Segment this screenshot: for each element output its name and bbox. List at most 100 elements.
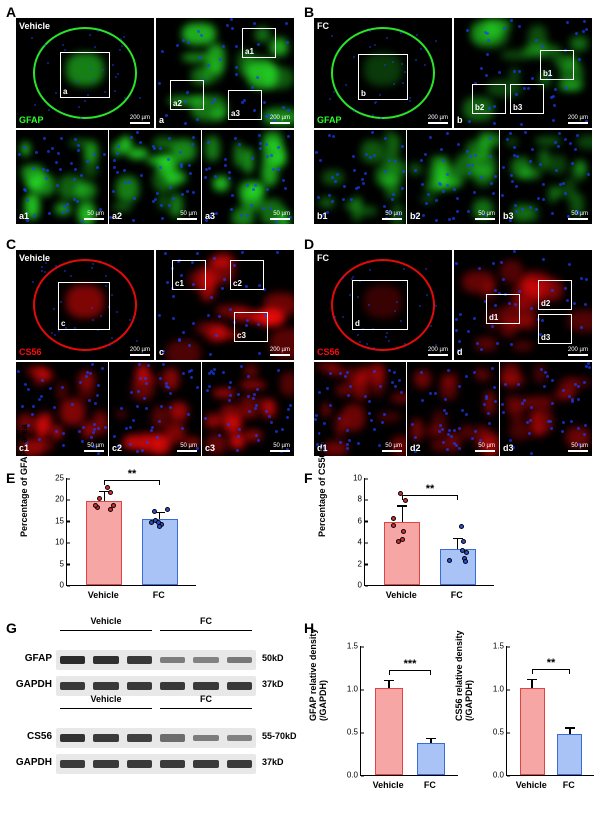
- micrograph: VehicleCS56200 µmc: [16, 250, 154, 360]
- wb-group-line: [60, 708, 152, 712]
- roi-box: b3: [510, 84, 544, 114]
- roi-box: a1: [242, 28, 276, 58]
- ytick: 0.0: [347, 771, 361, 780]
- condition-label: FC: [317, 21, 329, 31]
- bar-fc: [142, 519, 178, 585]
- ytick: 10: [353, 474, 365, 483]
- subpanel-label: d3: [503, 443, 514, 453]
- condition-label: Vehicle: [19, 253, 50, 263]
- roi-box: d2: [538, 280, 572, 310]
- micrograph: VehicleGFAP200 µma: [16, 18, 154, 128]
- panel-label-H: H: [304, 620, 314, 636]
- roi-label: c3: [237, 331, 246, 340]
- roi-box: b: [358, 54, 408, 100]
- ytick: 0: [60, 581, 67, 590]
- stain-label: GFAP: [317, 115, 342, 125]
- roi-label: a3: [231, 109, 240, 118]
- roi-label: b3: [513, 103, 522, 112]
- subpanel-label: a3: [205, 211, 215, 221]
- panel-label-A: A: [6, 4, 16, 20]
- scale-bar: 200 µm: [428, 347, 448, 356]
- roi-label: d1: [489, 313, 498, 322]
- wb-group-label: Vehicle: [56, 616, 156, 626]
- ytick: 0.5: [347, 728, 361, 737]
- wb-band: [127, 682, 152, 690]
- scale-bar: 50 µm: [84, 211, 104, 220]
- wb-band: [227, 735, 252, 742]
- ytick: 8: [358, 495, 365, 504]
- wb-band: [227, 657, 252, 664]
- ytick: 1.0: [347, 685, 361, 694]
- sig-stars: **: [541, 657, 561, 669]
- roi-box: d3: [538, 314, 572, 344]
- wb-band: [193, 760, 218, 768]
- stain-label: CS56: [19, 347, 42, 357]
- wb-band: [60, 656, 85, 665]
- micrograph: d150 µm: [314, 362, 406, 456]
- xlabel: Vehicle: [378, 590, 424, 600]
- ytick: 6: [358, 516, 365, 525]
- sig-stars: **: [420, 483, 440, 495]
- xlabel: FC: [136, 590, 182, 600]
- scale-bar: 50 µm: [382, 443, 402, 452]
- wb-band: [93, 682, 118, 690]
- subpanel-label: c: [159, 347, 164, 357]
- wb-protein-label: GAPDH: [8, 757, 52, 768]
- roi-label: b1: [543, 69, 552, 78]
- wb-band: [127, 656, 152, 664]
- panel-label-C: C: [6, 236, 16, 252]
- micrograph: d250 µm: [407, 362, 499, 456]
- ytick: 5: [60, 559, 67, 568]
- sig-stars: ***: [400, 658, 420, 670]
- micrograph: a150 µm: [16, 130, 108, 224]
- subpanel-label: b2: [410, 211, 421, 221]
- micrograph: FC GFAP 200 µm b: [314, 18, 452, 128]
- roi-label: d: [355, 319, 360, 328]
- ytick: 10: [55, 538, 67, 547]
- bar-fc: [557, 734, 582, 775]
- wb-band: [227, 760, 252, 768]
- panel-label-E: E: [6, 470, 15, 486]
- xlabel: FC: [434, 590, 480, 600]
- wb-group-line: [60, 630, 152, 634]
- ytick: 15: [55, 516, 67, 525]
- roi-box: d1: [486, 294, 520, 324]
- subpanel-label: c2: [112, 443, 122, 453]
- micrograph: FC CS56 200 µm d: [314, 250, 452, 360]
- roi-box: c2: [230, 260, 264, 290]
- wb-group-label: FC: [156, 616, 256, 626]
- stain-label: CS56: [317, 347, 340, 357]
- xlabel: FC: [551, 780, 586, 790]
- ytick: 25: [55, 474, 67, 483]
- scale-bar: 200 µm: [428, 115, 448, 124]
- micrograph: b250 µm: [407, 130, 499, 224]
- scale-bar: 50 µm: [177, 443, 197, 452]
- condition-label: FC: [317, 253, 329, 263]
- bar-vehicle: [86, 501, 122, 585]
- roi-label: b: [361, 89, 366, 98]
- wb-group-line: [160, 708, 252, 712]
- roi-box: a: [60, 52, 110, 98]
- scale-bar: 200 µm: [568, 347, 588, 356]
- bar-fc: [440, 549, 476, 585]
- wb-size-label: 50kD: [262, 653, 284, 663]
- roi-label: a: [63, 87, 67, 96]
- subpanel-label: c3: [205, 443, 215, 453]
- subpanel-label: a2: [112, 211, 122, 221]
- micrograph: a250 µm: [109, 130, 201, 224]
- wb-band: [93, 734, 118, 742]
- bar-chart-E: 0510152025**Percentage of GFAP+ areaVehi…: [66, 478, 196, 586]
- ytick: 0.5: [493, 728, 507, 737]
- xlabel: FC: [411, 780, 448, 790]
- wb-band: [193, 735, 218, 742]
- roi-label: c: [61, 319, 65, 328]
- scale-bar: 200 µm: [130, 115, 150, 124]
- micrograph: a350 µm: [202, 130, 294, 224]
- roi-box: b1: [540, 50, 574, 80]
- wb-protein-label: CS56: [8, 731, 52, 742]
- roi-box: b2: [472, 84, 506, 114]
- condition-label: Vehicle: [19, 21, 50, 31]
- micrograph: d350 µm: [500, 362, 592, 456]
- subpanel-label: d: [457, 347, 463, 357]
- roi-label: b2: [475, 103, 484, 112]
